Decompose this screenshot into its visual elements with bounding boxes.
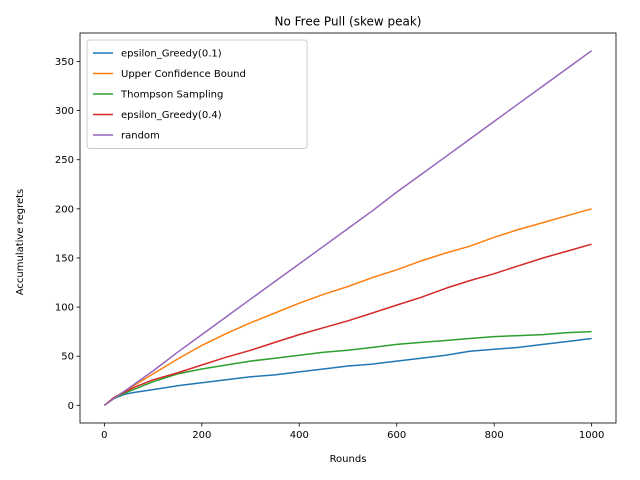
y-tick-label: 300: [55, 106, 74, 117]
legend-entry-0: epsilon_Greedy(0.1): [121, 49, 222, 60]
x-tick-label: 0: [101, 430, 107, 441]
series-line-4: [103, 50, 593, 406]
axes-frame: [79, 32, 617, 424]
series-line-1: [103, 208, 592, 406]
x-tick-label: 1000: [579, 430, 604, 441]
y-tick-label: 200: [55, 204, 74, 215]
x-tick-label: 800: [485, 430, 504, 441]
legend-entry-3: epsilon_Greedy(0.4): [121, 110, 222, 121]
legend-box: [86, 39, 308, 149]
series-line-0: [103, 337, 592, 406]
x-tick-label: 600: [387, 430, 406, 441]
chart-title: No Free Pull (skew peak): [275, 15, 422, 29]
y-tick-label: 100: [55, 303, 74, 314]
y-axis-label: Accumulative regrets: [15, 189, 26, 296]
y-tick-label: 150: [55, 253, 74, 264]
legend-entry-4: random: [121, 131, 160, 142]
x-axis-label: Rounds: [330, 454, 367, 465]
y-tick-label: 250: [55, 155, 74, 166]
y-tick-label: 0: [68, 401, 74, 412]
y-tick-label: 350: [55, 57, 74, 68]
legend-entry-1: Upper Confidence Bound: [121, 69, 246, 80]
series-line-3: [103, 243, 592, 406]
y-tick-label: 50: [61, 352, 74, 363]
x-tick-label: 400: [290, 430, 309, 441]
plot-area: 0 200 400 600 800 1000 0 50 100 150 200 250 300 350 ep…: [55, 32, 617, 441]
series-line-2: [103, 330, 592, 406]
x-tick-label: 200: [192, 430, 211, 441]
legend-entry-2: Thompson Sampling: [120, 90, 223, 101]
